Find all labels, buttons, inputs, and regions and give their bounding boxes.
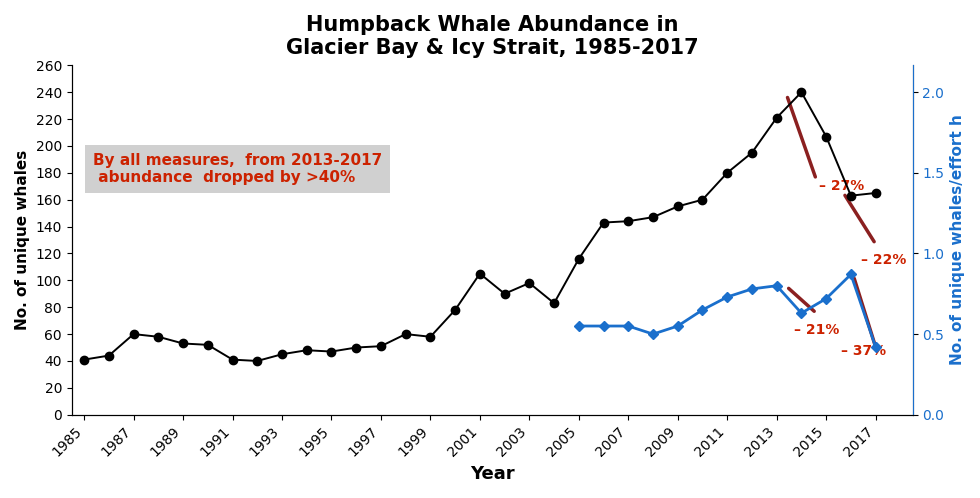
Y-axis label: No. of unique whales/effort h: No. of unique whales/effort h [950, 115, 965, 366]
Title: Humpback Whale Abundance in
Glacier Bay & Icy Strait, 1985-2017: Humpback Whale Abundance in Glacier Bay … [286, 15, 699, 58]
X-axis label: Year: Year [470, 465, 514, 483]
Y-axis label: No. of unique whales: No. of unique whales [15, 150, 30, 330]
Text: – 37%: – 37% [841, 344, 886, 358]
Text: – 27%: – 27% [818, 179, 864, 193]
Text: By all measures,  from 2013-2017
 abundance  dropped by >40%: By all measures, from 2013-2017 abundanc… [93, 153, 382, 185]
Text: – 22%: – 22% [860, 253, 907, 267]
Text: – 21%: – 21% [794, 323, 840, 337]
